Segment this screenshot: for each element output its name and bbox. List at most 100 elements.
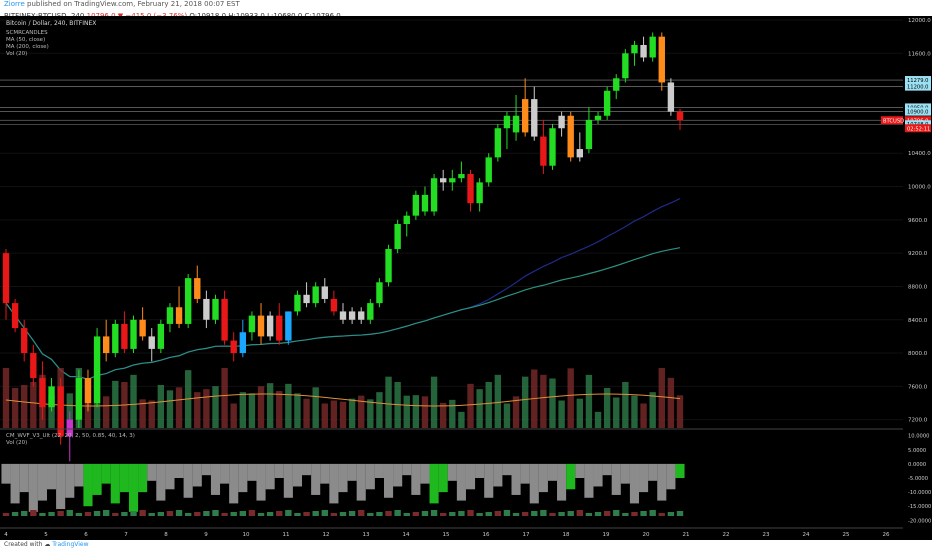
price-tick-label: 11600.0 xyxy=(908,51,931,57)
wvf-bar xyxy=(639,463,649,493)
volume-bar xyxy=(512,396,520,428)
candle xyxy=(640,36,647,62)
wvf-bar xyxy=(475,463,485,478)
wvf-bar xyxy=(19,463,29,493)
price-tag xyxy=(905,82,931,91)
wvf-tick-label: 0.0000 xyxy=(908,462,926,468)
wvf-volume-bar xyxy=(458,511,465,516)
volume-bar xyxy=(467,383,474,428)
candle xyxy=(148,328,155,362)
candle-body xyxy=(2,253,10,304)
wvf-bar xyxy=(629,463,640,504)
wvf-volume-bar xyxy=(30,510,37,516)
volume-bar xyxy=(476,389,483,428)
volume-bar xyxy=(166,390,174,428)
candle xyxy=(667,78,675,116)
candle-body xyxy=(576,149,583,158)
candle xyxy=(103,319,110,362)
candle-body xyxy=(403,215,410,224)
volume-bar xyxy=(194,392,201,428)
wvf-volume-bar xyxy=(531,511,538,516)
candle-body xyxy=(385,248,392,283)
candle-body xyxy=(276,315,283,341)
candle xyxy=(276,303,283,345)
wvf-bar xyxy=(329,463,339,504)
time-tick-label: 10 xyxy=(243,532,250,538)
wvf-bar xyxy=(256,463,266,501)
candle xyxy=(531,86,538,141)
candle-body xyxy=(93,336,101,404)
wvf-volume-bar xyxy=(285,510,292,516)
candle xyxy=(2,248,10,320)
wvf-volume-bar xyxy=(403,513,410,516)
wvf-bar xyxy=(383,463,394,498)
candle-body xyxy=(21,328,28,354)
volume-bar xyxy=(676,395,684,428)
volume-bar xyxy=(239,392,246,428)
chart-area[interactable]: 12000.011600.011200.010800.010400.010000… xyxy=(0,16,932,540)
candle-body xyxy=(676,111,684,121)
candle xyxy=(412,190,420,220)
wvf-bar xyxy=(620,463,630,484)
wvf-volume-bar xyxy=(676,511,684,516)
candle xyxy=(430,174,438,216)
wvf-volume-bar xyxy=(276,511,283,516)
candle-body xyxy=(622,53,629,79)
volume-bar xyxy=(103,396,110,428)
candle xyxy=(576,132,583,162)
wvf-bar xyxy=(666,463,676,490)
candle xyxy=(203,290,210,329)
candle-body xyxy=(139,319,146,337)
volume-bar xyxy=(266,383,274,428)
volume-ma-line xyxy=(5,393,681,407)
countdown-tag xyxy=(905,124,931,133)
candle xyxy=(421,186,429,216)
time-tick-label: 5 xyxy=(44,532,48,538)
price-axis: 12000.011600.011200.010800.010400.010000… xyxy=(881,18,931,424)
volume-bar xyxy=(503,403,511,428)
wvf-volume-bar xyxy=(421,511,429,516)
candle xyxy=(330,290,338,316)
candle xyxy=(467,169,474,212)
candle-body xyxy=(266,315,274,337)
volume-bar xyxy=(203,389,210,428)
candle-body xyxy=(394,224,401,249)
wvf-volume-bar xyxy=(194,512,201,516)
symbol-tag-label: BTCUSD xyxy=(883,118,904,124)
legend-item-volume: Vol (20) xyxy=(6,51,27,57)
price-tag xyxy=(905,76,931,85)
wvf-bar xyxy=(320,463,330,484)
candle-body xyxy=(540,136,547,166)
symbol-tag xyxy=(881,116,903,125)
volume-bar xyxy=(613,397,620,428)
candle xyxy=(649,32,656,62)
candle-body xyxy=(348,311,356,320)
countdown-label: 02:52:11 xyxy=(907,126,930,132)
wvf-volume-bar xyxy=(603,511,611,516)
wvf-volume-bar xyxy=(467,510,474,516)
candle xyxy=(676,108,684,130)
candle-body xyxy=(494,128,502,158)
wvf-volume-bar xyxy=(248,510,256,516)
volume-bar xyxy=(558,400,565,428)
ma200-line xyxy=(5,247,681,380)
chart-title: Bitcoin / Dollar, 240, BITFINEX xyxy=(6,20,96,27)
wvf-bar xyxy=(274,463,284,478)
price-chart-svg[interactable]: 12000.011600.011200.010800.010400.010000… xyxy=(0,16,932,540)
wvf-bar xyxy=(37,463,47,501)
candle-body xyxy=(312,286,319,304)
author-link[interactable]: Ziorre xyxy=(4,0,25,8)
wvf-indicator-pane xyxy=(1,463,685,516)
time-tick-label: 19 xyxy=(603,532,610,538)
wvf-bar xyxy=(520,463,530,484)
wvf-volume-bar xyxy=(103,510,110,516)
wvf-bar xyxy=(538,463,548,493)
wvf-volume-bar xyxy=(257,513,265,516)
candle-body xyxy=(531,99,538,137)
volume-bar xyxy=(276,391,283,428)
tradingview-brand[interactable]: TradingView xyxy=(52,541,89,548)
wvf-volume-bar xyxy=(622,513,629,516)
candle xyxy=(348,307,356,324)
candle-body xyxy=(166,307,174,324)
candle xyxy=(658,32,665,91)
